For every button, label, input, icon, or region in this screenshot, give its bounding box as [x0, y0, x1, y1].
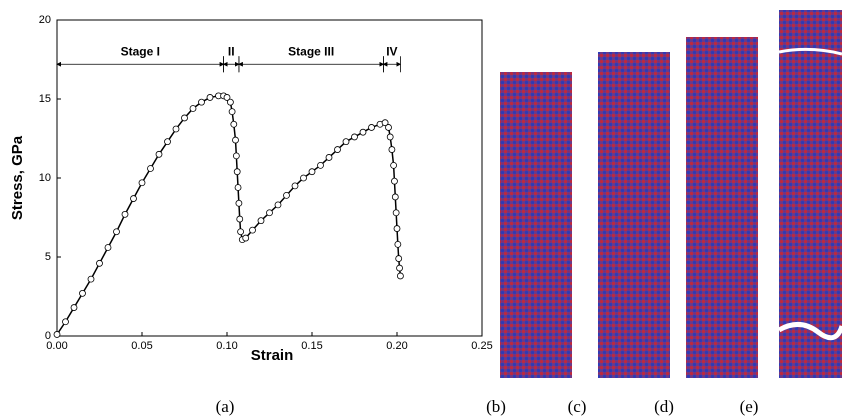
fracture [777, 322, 842, 341]
snapshot [500, 72, 572, 378]
y-axis-title: Stress, GPa [9, 135, 26, 220]
data-point [87, 275, 95, 283]
data-point [386, 133, 394, 141]
x-tick-label: 0.10 [216, 340, 237, 352]
data-point [113, 228, 120, 236]
data-point [228, 108, 236, 116]
data-point [121, 210, 129, 218]
x-tick-label: 0.15 [301, 340, 322, 352]
data-point [189, 105, 197, 112]
data-point [351, 133, 358, 141]
plot-frame [56, 19, 483, 337]
data-point [226, 98, 234, 106]
data-point [283, 191, 290, 199]
data-point [96, 259, 103, 267]
data-point [274, 201, 282, 209]
data-point [325, 154, 333, 161]
data-point [396, 272, 404, 280]
x-axis-title: Strain [251, 347, 294, 364]
data-point [232, 136, 239, 144]
x-tick-label: 0.25 [471, 340, 492, 352]
data-point [388, 146, 396, 153]
y-tick-label: 0 [45, 330, 51, 342]
data-point [368, 124, 375, 131]
y-tick-label: 5 [45, 251, 51, 263]
panel-label: (a) [216, 397, 235, 416]
x-tick-label: 0.20 [386, 340, 407, 352]
data-point [232, 152, 240, 160]
data-point [233, 168, 241, 176]
data-point [172, 125, 180, 133]
data-point [390, 161, 398, 169]
data-point [53, 331, 61, 338]
panel-label: (c) [568, 397, 587, 416]
data-point [70, 304, 78, 311]
data-point [385, 124, 392, 131]
data-point [155, 150, 163, 158]
stage-label: Stage I [121, 44, 160, 58]
data-point [391, 177, 398, 185]
data-point [393, 225, 401, 232]
data-point [62, 318, 69, 326]
data-point [164, 138, 171, 146]
atomistic-snapshots [500, 10, 842, 378]
data-point [242, 234, 250, 242]
data-point [130, 195, 137, 202]
snapshot [686, 37, 758, 378]
data-point [300, 174, 307, 182]
panel-label: (d) [654, 397, 674, 416]
data-point [198, 98, 205, 106]
data-point [266, 209, 273, 217]
data-point [394, 240, 402, 248]
stage-label: IV [386, 44, 397, 58]
data-point [359, 128, 367, 136]
data-point [391, 193, 399, 201]
snapshot [598, 52, 670, 378]
fracture [778, 47, 842, 56]
stage-label: II [228, 44, 235, 58]
panel-label: (b) [486, 397, 506, 416]
data-point [234, 184, 242, 191]
curve [56, 95, 402, 335]
data-point [395, 255, 403, 262]
x-tick-label: 0.05 [131, 340, 152, 352]
data-point [104, 244, 112, 251]
data-point [342, 138, 350, 146]
y-tick-label: 15 [39, 93, 51, 105]
data-point [223, 94, 231, 101]
stage-label: Stage III [288, 44, 334, 58]
data-point [249, 226, 256, 234]
data-point [138, 179, 146, 187]
data-point [334, 146, 341, 153]
x-tick-label: 0.00 [46, 340, 67, 352]
data-point [236, 215, 244, 223]
data-point [147, 165, 154, 172]
panel-label: (e) [740, 397, 759, 416]
data-point [257, 217, 265, 225]
data-point [181, 114, 188, 122]
data-point [206, 94, 214, 101]
data-point [308, 168, 316, 176]
data-point [392, 209, 400, 217]
data-point [79, 289, 86, 297]
data-point [230, 120, 238, 128]
data-point [291, 182, 299, 190]
data-point [235, 199, 243, 207]
data-point [396, 264, 403, 272]
y-tick-label: 20 [39, 14, 51, 26]
snapshot [779, 10, 842, 378]
data-point [237, 228, 245, 236]
data-point [317, 161, 324, 169]
y-tick-label: 10 [39, 172, 51, 184]
data-point [381, 119, 389, 127]
